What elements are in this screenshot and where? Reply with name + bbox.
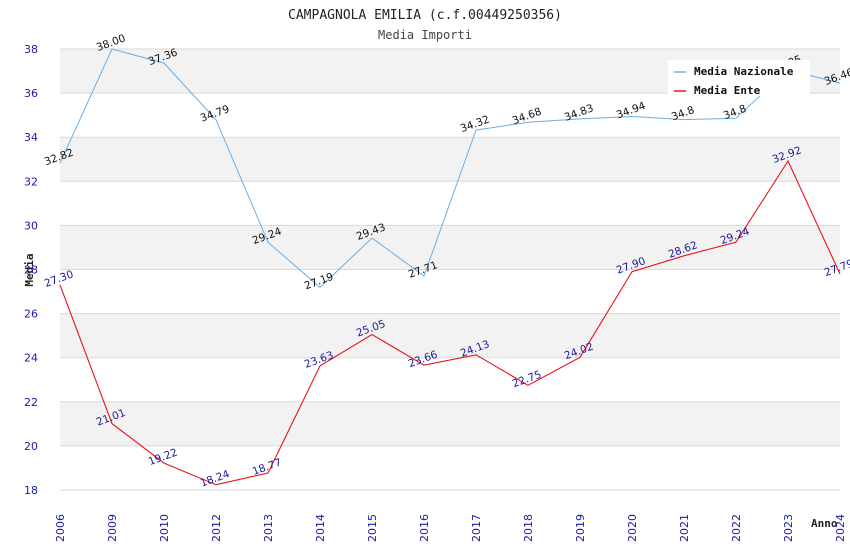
y-tick-label: 26	[24, 308, 38, 321]
x-tick-label: 2018	[522, 514, 535, 542]
background-bands	[60, 49, 840, 446]
data-label-nazionale: 34.94	[615, 100, 648, 122]
x-tick-label: 2012	[210, 514, 223, 542]
legend: Media Nazionale Media Ente	[668, 60, 810, 97]
x-tick-label: 2022	[730, 514, 743, 542]
y-tick-label: 22	[24, 396, 38, 409]
y-tick-label: 38	[24, 43, 38, 56]
x-tick-label: 2010	[158, 514, 171, 542]
data-label-nazionale: 34.8	[722, 103, 748, 122]
grid-band	[60, 313, 840, 358]
x-tick-label: 2023	[782, 514, 795, 542]
series-lines	[59, 48, 841, 486]
series-line-nazionale	[59, 48, 841, 289]
x-tick-label: 2013	[262, 514, 275, 542]
data-label-nazionale: 34.83	[563, 102, 595, 124]
y-tick-label: 28	[24, 264, 38, 277]
x-tick-label: 2024	[834, 514, 847, 542]
y-tick-label: 20	[24, 440, 38, 453]
legend-label-nazionale: Media Nazionale	[694, 65, 794, 78]
x-axis-ticks: 2006 2009 2010 2012 2013 2014 2015 2016 2017 2018…	[54, 514, 847, 542]
data-labels: 32.8238.0037.3634.7929.2427.1929.4327.71…	[43, 32, 850, 489]
data-label-ente: 19.22	[147, 447, 179, 469]
x-tick-label: 2006	[54, 514, 67, 542]
y-tick-label: 36	[24, 87, 38, 100]
x-tick-label: 2017	[470, 514, 483, 542]
series-line-ente	[59, 159, 841, 486]
x-tick-label: 2020	[626, 514, 639, 542]
chart-subtitle: Media Importi	[378, 28, 472, 42]
legend-label-ente: Media Ente	[694, 84, 761, 97]
x-tick-label: 2021	[678, 514, 691, 542]
x-tick-label: 2015	[366, 514, 379, 542]
data-label-ente: 27.30	[43, 268, 75, 290]
y-axis-label: Media	[23, 253, 36, 286]
y-tick-label: 18	[24, 484, 38, 497]
data-label-nazionale: 34.68	[511, 106, 543, 128]
legend-box	[668, 60, 810, 96]
y-tick-label: 34	[24, 131, 38, 144]
x-tick-label: 2009	[106, 514, 119, 542]
grid-band	[60, 137, 840, 182]
x-tick-label: 2019	[574, 514, 587, 542]
grid-band	[60, 225, 840, 270]
data-label-ente: 18.77	[251, 456, 283, 478]
data-label-nazionale: 34.8	[670, 104, 696, 123]
grid-band	[60, 401, 840, 446]
x-tick-label: 2014	[314, 514, 327, 542]
x-tick-label: 2016	[418, 514, 431, 542]
y-tick-label: 24	[24, 352, 38, 365]
x-axis-label: Anno	[811, 517, 838, 530]
data-label-ente: 22.75	[511, 369, 543, 391]
y-tick-label: 30	[24, 219, 38, 232]
data-label-nazionale: 27.19	[303, 271, 335, 293]
chart-title: CAMPAGNOLA EMILIA (c.f.00449250356)	[288, 8, 562, 23]
y-tick-label: 32	[24, 175, 38, 188]
data-label-ente: 18.24	[199, 468, 232, 490]
y-axis-ticks: 18 20 22 24 26 28 30 32 34 36 38	[24, 43, 38, 497]
